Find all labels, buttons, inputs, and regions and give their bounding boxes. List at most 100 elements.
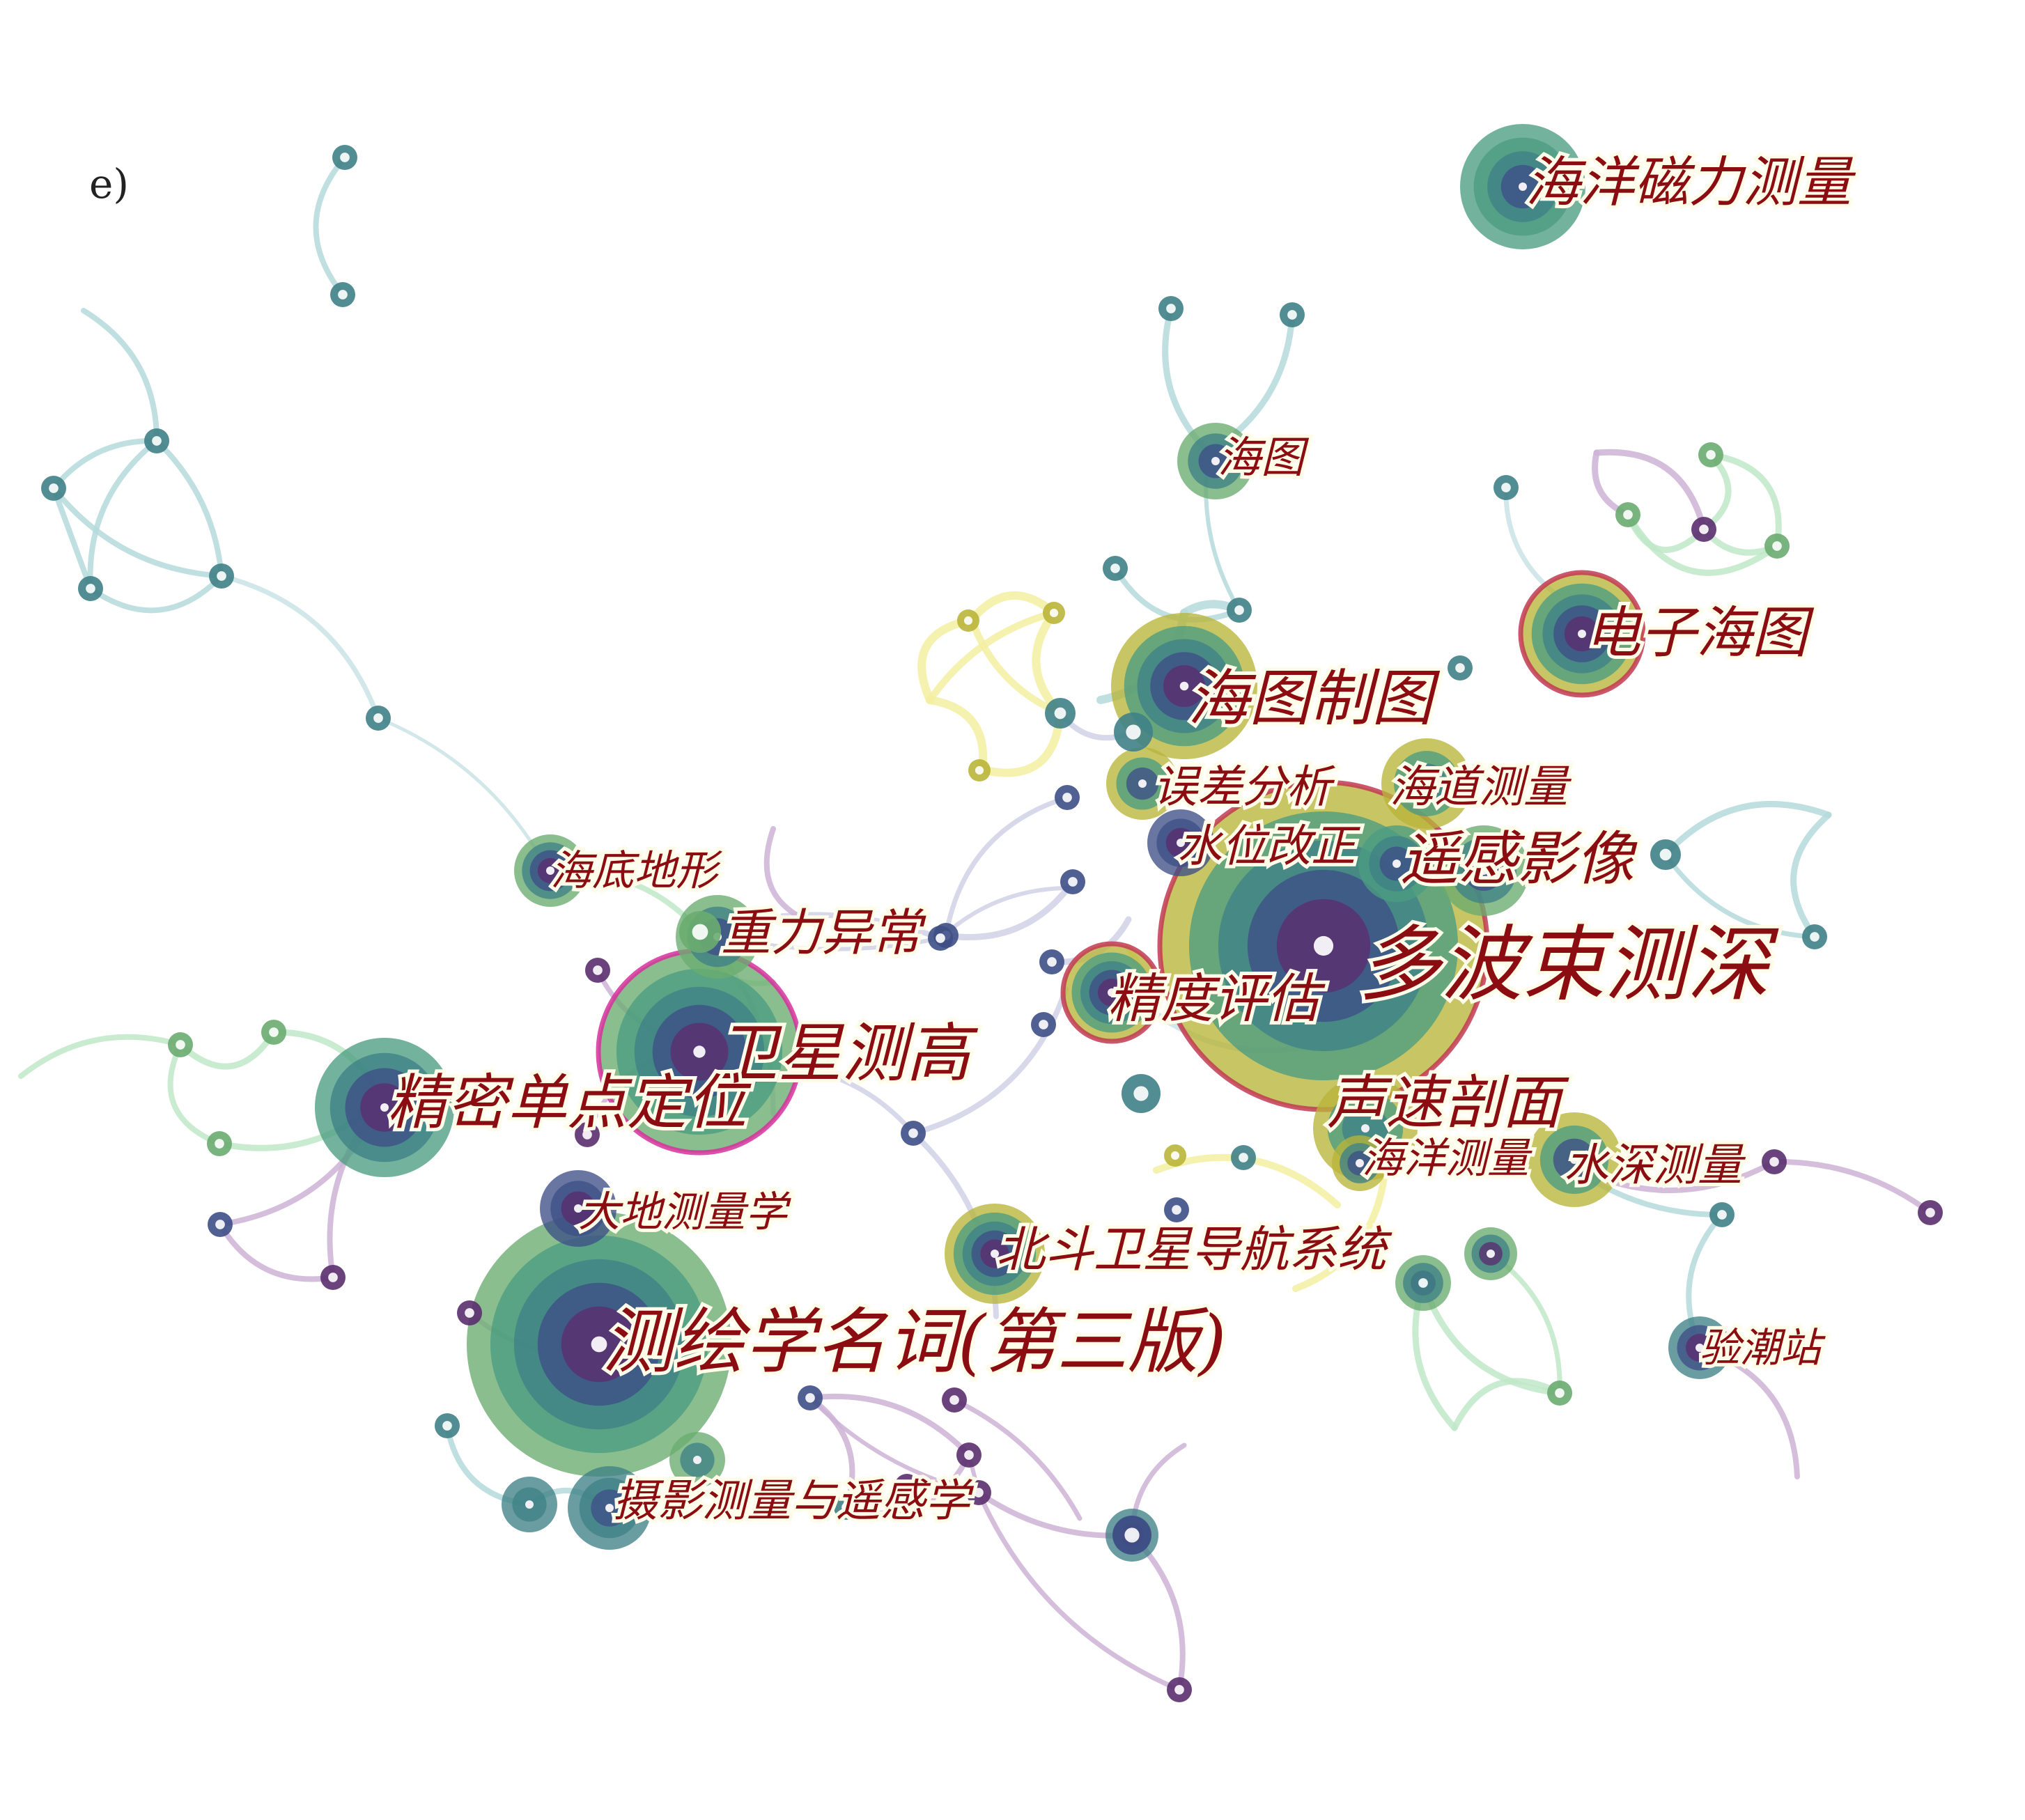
keyword-node-center [574,1204,582,1213]
keyword-node-center [269,1027,279,1037]
keyword-node-center [1418,1278,1428,1288]
keyword-node-center [215,1139,224,1149]
network-edge [51,485,93,591]
keyword-node-center [338,290,348,300]
keyword-node-center [1177,839,1185,847]
network-edge [808,1396,981,1495]
keyword-node-center [1138,779,1147,788]
network-edge [968,616,1064,717]
keyword-node-center [1039,1020,1048,1029]
network-edge [87,438,160,591]
keyword-node-center [1170,1151,1180,1160]
network-edge [1707,451,1782,550]
keyword-node-center [49,483,59,493]
keyword-node-center [841,1502,851,1512]
keyword-node-center [340,153,350,162]
network-edge [88,573,224,614]
keyword-node-center [1239,1153,1248,1162]
keyword-node-center [1501,483,1511,492]
burst-outline [1060,941,1163,1044]
keyword-node-center [546,866,554,875]
keyword-node-center [805,1393,815,1403]
keyword-node-center [1313,935,1334,956]
keyword-node-center [1422,779,1431,788]
keyword-node-center [975,765,984,775]
keyword-label-k10: 精度评估 [1108,967,1326,1029]
network-edge [763,826,825,929]
keyword-node-center [525,1500,534,1509]
keyword-label-k18: 大地测量学 [578,1188,791,1237]
keyword-node-center [1047,957,1057,967]
keyword-node-center [217,571,226,581]
keyword-node-center [1570,1156,1578,1164]
keyword-node-center [1166,304,1176,313]
network-edge [910,986,1069,1136]
keyword-node-center [693,1045,706,1058]
keyword-node-center [936,933,945,943]
keyword-label-k12: 重力异常 [721,903,926,962]
keyword-node-center [1126,724,1141,740]
keyword-node-center [1124,1527,1140,1543]
keyword-node-center [1133,1086,1149,1101]
keyword-node-center [1769,1157,1779,1167]
keyword-label-k1: 海洋磁力测量 [1526,152,1856,215]
keyword-node-center [1234,605,1244,615]
keyword-node-center [152,436,162,446]
keyword-node-center [1287,310,1297,320]
network-edge [81,308,160,444]
network-edge [219,573,381,721]
keyword-node-center [215,1220,225,1229]
network-edge [844,1452,972,1516]
keyword-label-k3: 电子海图 [1585,600,1815,665]
network-edge [926,696,988,774]
keyword-node-center [1706,450,1716,460]
keyword-label-k7: 水位改正 [1177,821,1360,873]
network-edge [978,709,1064,777]
keyword-node-center [1696,1344,1704,1352]
keyword-node-center [1555,1388,1565,1398]
keyword-node-center [1068,877,1078,887]
keyword-node-center [1659,848,1672,861]
network-edge [942,878,1076,941]
network-edge [1662,800,1832,858]
keyword-node-center [591,1336,607,1353]
keyword-label-k20: 测绘学名词(第三版) [603,1301,1227,1384]
keyword-node-center [1699,524,1709,534]
keyword-node-center [1108,988,1116,997]
keyword-node-center [1110,563,1120,573]
keyword-node-center [328,1273,338,1282]
network-edge [1032,609,1064,717]
network-edge [1790,811,1832,940]
network-edge [1624,511,1780,576]
keyword-label-k19: 北斗卫星导航系统 [996,1221,1392,1278]
keyword-node-center [1392,860,1401,868]
network-edge [51,437,160,491]
keyword-node-center [1062,793,1072,802]
keyword-label-k6: 海道测量 [1390,762,1572,814]
keyword-label-k14: 精密单点定位 [387,1068,752,1138]
network-edge [807,1393,972,1458]
network-edge [1451,1378,1563,1431]
keyword-label-k16: 海洋测量 [1362,1135,1533,1183]
keyword-label-k13: 卫星测高 [714,1016,979,1091]
network-edge [1771,1158,1933,1215]
keyword-node-center [442,1421,452,1431]
keyword-node-center [949,1395,959,1405]
keyword-label-k11: 海底地形 [550,847,722,896]
network-edge [1292,1174,1388,1292]
keyword-node-center [1455,663,1465,673]
panel-tag: e) [89,160,129,208]
network-edge [968,591,1058,624]
keyword-node-center [1810,932,1820,942]
keyword-node-center [1211,457,1220,465]
keyword-node-center [1361,1124,1370,1133]
keyword-node-center [1717,1210,1727,1220]
burst-outline [1518,570,1646,698]
keyword-label-k4: 海图制图 [1188,662,1441,734]
keyword-label-k15: 声速剖面 [1327,1068,1569,1137]
network-edge [217,1222,336,1282]
network-edge [917,616,976,704]
keyword-node-center [693,1456,701,1464]
